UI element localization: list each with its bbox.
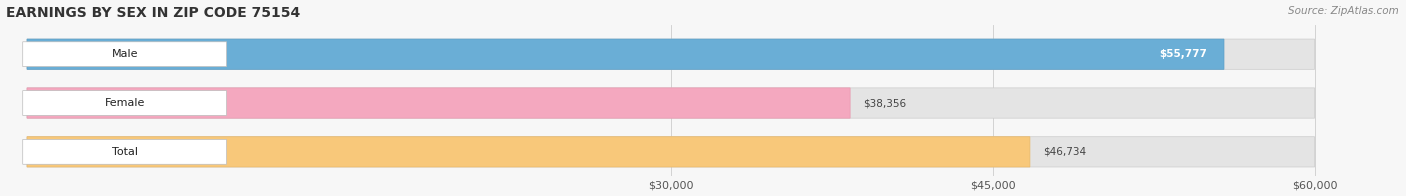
Text: Source: ZipAtlas.com: Source: ZipAtlas.com bbox=[1288, 6, 1399, 16]
FancyBboxPatch shape bbox=[22, 139, 226, 164]
FancyBboxPatch shape bbox=[27, 39, 1225, 69]
FancyBboxPatch shape bbox=[27, 39, 1315, 69]
Text: Female: Female bbox=[104, 98, 145, 108]
FancyBboxPatch shape bbox=[22, 42, 226, 67]
FancyBboxPatch shape bbox=[27, 137, 1315, 167]
FancyBboxPatch shape bbox=[22, 91, 226, 115]
Text: Male: Male bbox=[111, 49, 138, 59]
FancyBboxPatch shape bbox=[27, 137, 1031, 167]
FancyBboxPatch shape bbox=[27, 88, 851, 118]
Text: $46,734: $46,734 bbox=[1043, 147, 1085, 157]
Text: EARNINGS BY SEX IN ZIP CODE 75154: EARNINGS BY SEX IN ZIP CODE 75154 bbox=[6, 5, 299, 20]
Text: Total: Total bbox=[111, 147, 138, 157]
FancyBboxPatch shape bbox=[27, 88, 1315, 118]
Text: $38,356: $38,356 bbox=[863, 98, 905, 108]
Text: $55,777: $55,777 bbox=[1159, 49, 1206, 59]
